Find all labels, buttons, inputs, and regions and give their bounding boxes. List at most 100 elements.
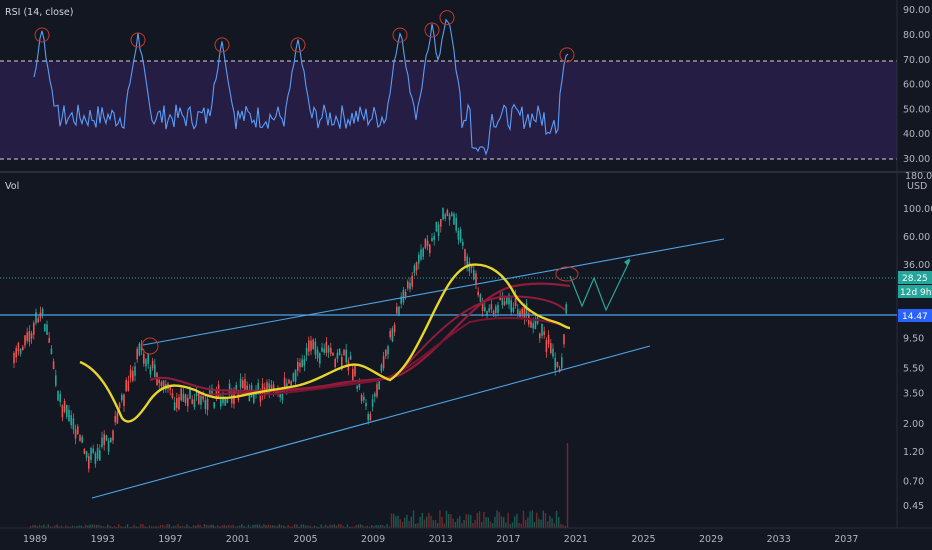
- volume-bar: [234, 526, 236, 528]
- volume-bar: [192, 525, 195, 528]
- candle-body: [411, 275, 413, 287]
- candle-body: [497, 304, 499, 313]
- channel-upper-trendline[interactable]: [142, 238, 725, 346]
- candle-body: [301, 359, 303, 368]
- rsi-axis-label: 80.00: [903, 30, 930, 41]
- volume-bar: [197, 524, 199, 528]
- volume-bar: [252, 524, 254, 528]
- candle-body: [211, 388, 213, 397]
- volume-bar: [190, 526, 192, 528]
- candle-body: [310, 340, 312, 351]
- candle-body: [127, 381, 130, 391]
- volume-bar: [503, 517, 505, 528]
- volume-bar: [516, 513, 518, 528]
- volume-bar: [201, 526, 203, 528]
- candle-body: [213, 402, 215, 408]
- volume-bar: [135, 526, 137, 528]
- candle-body: [83, 449, 86, 454]
- price-axis-label: 9.50: [903, 333, 924, 344]
- candle-body: [453, 213, 455, 225]
- volume-bar: [375, 524, 377, 528]
- candle-body: [336, 352, 339, 359]
- candle-body: [308, 340, 310, 352]
- candle-body: [169, 386, 171, 390]
- candle-body: [367, 413, 369, 421]
- candle-body: [334, 358, 336, 368]
- candle-body: [343, 349, 345, 355]
- rsi-label[interactable]: RSI (14, close): [5, 7, 73, 18]
- volume-bar: [531, 510, 533, 528]
- volume-bar: [566, 443, 569, 528]
- candle-body: [352, 369, 354, 381]
- candle-body: [125, 379, 127, 392]
- volume-bar: [527, 517, 529, 528]
- candle-body: [37, 318, 39, 323]
- volume-bar: [377, 525, 379, 528]
- volume-bar: [230, 525, 232, 528]
- volume-bar: [155, 525, 157, 528]
- candle-body: [143, 353, 145, 364]
- volume-bar: [472, 523, 474, 528]
- candle-body: [90, 447, 92, 461]
- candle-body: [154, 364, 156, 377]
- price-axis[interactable]: 100.00 60.00 36.00 9.50 5.50 3.50 2.00 1.20 0.70…: [903, 204, 932, 512]
- candle-body: [220, 399, 222, 407]
- volume-bar: [465, 514, 467, 528]
- volume-bar: [410, 516, 412, 528]
- candle-body: [41, 308, 44, 315]
- time-axis[interactable]: 1989 1993 1997 2001 2005 2009 2013 2017 2021 2025…: [23, 534, 858, 545]
- channel-lower-trendline[interactable]: [91, 345, 651, 499]
- volume-bar: [443, 523, 445, 528]
- rsi-peak-circle: [34, 27, 50, 43]
- volume-bar: [373, 525, 375, 528]
- candle-body: [283, 377, 286, 391]
- volume-bar: [219, 526, 221, 528]
- volume-bar: [459, 516, 461, 528]
- candle-body: [48, 338, 50, 343]
- volume-bar: [206, 524, 208, 528]
- volume-bar: [74, 526, 76, 528]
- candle-body: [195, 391, 198, 396]
- volume-bar: [67, 526, 69, 528]
- candle-body: [138, 343, 141, 356]
- volume-bar: [450, 513, 452, 528]
- volume-bar: [245, 526, 247, 528]
- long-moving-average: [259, 317, 566, 396]
- volume-bar: [63, 526, 65, 528]
- candle-body: [319, 353, 321, 364]
- time-axis-label: 2005: [293, 534, 317, 545]
- volume-bar: [536, 512, 538, 528]
- candle-body: [99, 450, 101, 461]
- candle-body: [477, 291, 479, 296]
- volume-bar: [225, 525, 228, 528]
- candle-body: [426, 240, 429, 246]
- candle-body: [525, 303, 528, 316]
- volume-bar: [382, 525, 384, 528]
- volume-bar: [470, 514, 472, 528]
- volume-bar: [371, 525, 373, 528]
- volume-bar: [38, 524, 41, 528]
- candle-body: [422, 248, 424, 257]
- candle-body: [123, 394, 125, 407]
- volume-bar: [445, 510, 448, 528]
- volume-bar: [322, 526, 324, 528]
- candle-body: [299, 362, 301, 367]
- candle-body: [70, 415, 72, 426]
- volume-bar: [100, 525, 102, 528]
- price-axis-label: 5.50: [903, 363, 924, 374]
- candle-body: [101, 437, 103, 448]
- candle-body: [28, 331, 31, 342]
- volume-bar: [267, 524, 269, 528]
- candle-body: [224, 396, 226, 406]
- volume-bar: [223, 524, 225, 528]
- volume-label[interactable]: Vol: [5, 181, 19, 192]
- candle-body: [440, 219, 442, 227]
- candle-body: [202, 396, 204, 400]
- volume-bar: [421, 512, 423, 528]
- candle-body: [554, 357, 556, 370]
- candle-body: [512, 307, 515, 312]
- volume-bar: [307, 525, 309, 528]
- volume-bar: [549, 515, 551, 528]
- volume-bar: [305, 525, 307, 528]
